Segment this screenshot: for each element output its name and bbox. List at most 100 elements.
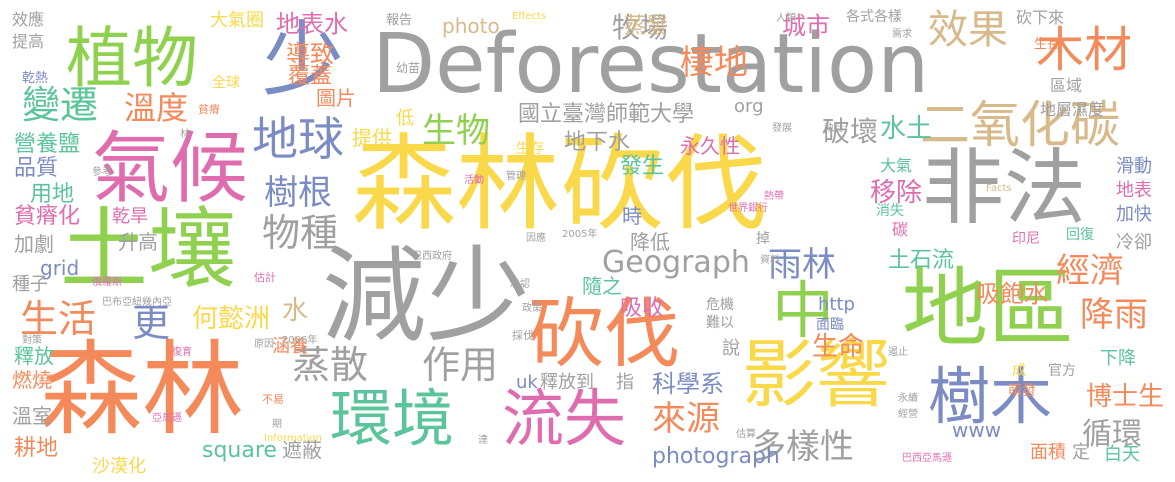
word: 生命 bbox=[812, 332, 865, 362]
word: 提供 bbox=[352, 126, 392, 150]
word: 影響 bbox=[742, 332, 890, 418]
word: 吸飽水 bbox=[976, 280, 1048, 308]
word: photograph bbox=[652, 444, 780, 469]
word: 低 bbox=[396, 108, 414, 129]
word: 棲地 bbox=[680, 43, 748, 83]
word: 管理 bbox=[506, 171, 526, 182]
word: 博士生 bbox=[1086, 382, 1165, 412]
word: 砍伐 bbox=[528, 289, 680, 378]
word: 危機 bbox=[706, 297, 734, 313]
word: 乾熱 bbox=[22, 71, 49, 86]
word: 說 bbox=[722, 338, 740, 359]
word: 永續 bbox=[898, 393, 918, 404]
word: 需求 bbox=[892, 29, 912, 40]
word: 巴西政府 bbox=[412, 251, 452, 262]
word: 釋放 bbox=[14, 344, 54, 368]
word: http bbox=[818, 294, 855, 315]
word: 蒸散 bbox=[292, 343, 369, 387]
word: 少 bbox=[262, 13, 345, 108]
word: 下降 bbox=[1100, 348, 1136, 369]
word: 木材 bbox=[1036, 22, 1133, 78]
word: 區域 bbox=[1050, 76, 1083, 95]
word: org bbox=[734, 96, 764, 117]
word: 人類 bbox=[776, 13, 796, 24]
word: 流失 bbox=[502, 382, 627, 455]
word: photo bbox=[442, 14, 500, 38]
word: 雨林 bbox=[768, 245, 836, 285]
word: 科學系 bbox=[652, 370, 724, 398]
word: 變遷 bbox=[22, 83, 99, 127]
word: 降雨 bbox=[1080, 295, 1148, 335]
word: 面臨 bbox=[816, 317, 844, 333]
word: 乾旱 bbox=[112, 206, 148, 227]
word: 採伐 bbox=[512, 329, 534, 342]
word: 熱帶 bbox=[764, 191, 784, 202]
word: 燃燒 bbox=[12, 368, 52, 392]
word: 圖片 bbox=[316, 86, 356, 110]
word: Effects bbox=[512, 11, 546, 22]
word: 各式各樣 bbox=[846, 9, 902, 25]
word: 巴布亞紐幾內亞 bbox=[102, 297, 172, 308]
word: 2006年 bbox=[282, 335, 318, 346]
word: 不易 bbox=[262, 393, 284, 406]
word: 耕地 bbox=[14, 436, 59, 461]
word: 回復 bbox=[1066, 227, 1094, 243]
word: www bbox=[952, 418, 1002, 442]
word: 達 bbox=[478, 435, 488, 446]
word: 國立臺灣師範大學 bbox=[518, 102, 695, 127]
word: 遏止 bbox=[888, 347, 908, 358]
word: Geograph bbox=[602, 245, 750, 280]
word: 發生 bbox=[620, 154, 665, 179]
word: 用地 bbox=[30, 182, 75, 207]
word: 巴西亞馬遜 bbox=[902, 453, 952, 464]
word: 生活 bbox=[20, 297, 97, 341]
word: 難以 bbox=[706, 315, 734, 331]
word: 地表 bbox=[1116, 180, 1152, 201]
word: 水 bbox=[282, 296, 309, 326]
word: 永久性 bbox=[680, 134, 740, 158]
word: 生物 bbox=[422, 111, 490, 151]
word: Facts bbox=[986, 183, 1012, 194]
word: 遮蔽 bbox=[282, 438, 322, 462]
word: 指 bbox=[616, 372, 634, 393]
word: 涵養 bbox=[272, 336, 308, 357]
word: 溫室 bbox=[12, 404, 52, 428]
word: 更 bbox=[132, 301, 171, 345]
word: 植物 bbox=[66, 20, 198, 97]
word: 萌發 bbox=[1008, 383, 1036, 399]
word: 作用 bbox=[422, 343, 499, 387]
word: 林 bbox=[180, 129, 190, 140]
word: 釋放到 bbox=[540, 372, 594, 393]
word: 報告 bbox=[386, 13, 413, 28]
word: 全球 bbox=[212, 75, 240, 91]
word: 政策 bbox=[522, 303, 542, 314]
word: 隨之 bbox=[582, 274, 622, 298]
word: 中 bbox=[772, 274, 835, 347]
word: 生存 bbox=[516, 141, 544, 157]
word: 破壞 bbox=[822, 115, 879, 148]
word: 環境 bbox=[330, 382, 455, 455]
word: 期 bbox=[272, 419, 282, 430]
word: 牧場 bbox=[612, 11, 669, 44]
word: 蒸發 bbox=[624, 14, 669, 39]
word: 吸收 bbox=[620, 296, 665, 321]
word: 加劇 bbox=[14, 232, 54, 256]
word: 發展 bbox=[772, 123, 792, 134]
word: 估計 bbox=[254, 271, 276, 284]
word: 樹木 bbox=[928, 360, 1053, 433]
word: 物種 bbox=[262, 211, 339, 255]
word: 提高 bbox=[12, 32, 45, 51]
word: 承認 bbox=[510, 279, 530, 290]
word: 官方 bbox=[1048, 363, 1076, 379]
word: 城市 bbox=[782, 12, 830, 40]
word: 移除 bbox=[870, 178, 923, 208]
word: 印尼 bbox=[1012, 231, 1040, 247]
word: 2005年 bbox=[562, 229, 598, 240]
word: 世界銀行 bbox=[728, 203, 768, 214]
word: 效果 bbox=[928, 7, 1008, 53]
word: 減少 bbox=[322, 235, 531, 357]
word: 導致 bbox=[286, 40, 334, 68]
word: 俄羅斯 bbox=[92, 277, 122, 288]
word: 加快 bbox=[1116, 204, 1152, 225]
